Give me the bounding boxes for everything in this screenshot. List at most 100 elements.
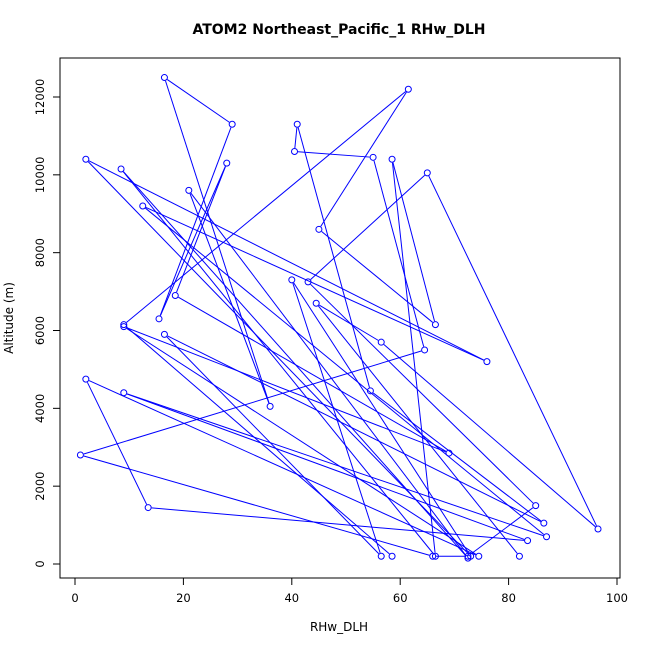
data-point xyxy=(377,338,385,346)
series-line xyxy=(83,79,597,557)
series-segment xyxy=(189,193,270,404)
data-point xyxy=(515,552,523,560)
data-point xyxy=(293,120,301,128)
y-axis-label: Altitude (m) xyxy=(2,282,16,354)
series-segment xyxy=(391,162,436,553)
y-tick-label: 4000 xyxy=(33,394,47,423)
y-tick-label: 0 xyxy=(33,560,47,567)
series-segment xyxy=(126,328,477,555)
data-point xyxy=(431,552,439,560)
series-segment xyxy=(126,327,446,453)
data-point xyxy=(228,120,236,128)
series-segment xyxy=(321,231,434,323)
series-segment xyxy=(320,91,407,227)
data-point xyxy=(423,169,431,177)
data-point xyxy=(155,315,163,323)
x-axis: 0 20 40 60 80 100 xyxy=(71,577,628,605)
y-tick-label: 6000 xyxy=(33,316,47,345)
data-point xyxy=(288,276,296,284)
data-point xyxy=(223,159,231,167)
series-segment xyxy=(126,91,406,323)
data-point xyxy=(120,323,128,331)
data-point xyxy=(117,165,125,173)
data-point xyxy=(185,186,193,194)
series-segment xyxy=(159,166,226,316)
data-point xyxy=(467,552,475,560)
y-tick-label: 12000 xyxy=(33,79,47,116)
data-point xyxy=(369,153,377,161)
data-point xyxy=(160,330,168,338)
x-tick-label: 80 xyxy=(501,591,516,605)
data-point xyxy=(388,552,396,560)
data-point xyxy=(266,402,274,410)
series-segment xyxy=(178,296,447,452)
series-segment xyxy=(470,507,534,555)
series-segment xyxy=(145,206,484,361)
data-point xyxy=(291,147,299,155)
x-tick-label: 40 xyxy=(284,591,299,605)
x-tick-label: 0 xyxy=(71,591,78,605)
series-segment xyxy=(159,127,232,316)
x-tick-label: 100 xyxy=(606,591,628,605)
series-segment xyxy=(310,283,534,504)
series-segment xyxy=(83,350,422,455)
data-point xyxy=(315,225,323,233)
y-tick-label: 2000 xyxy=(33,472,47,501)
series-segment xyxy=(126,393,544,537)
series-segment xyxy=(317,305,518,554)
data-point xyxy=(160,74,168,82)
series-segment xyxy=(297,127,370,388)
series-segment xyxy=(310,174,426,280)
data-point xyxy=(366,387,374,395)
series-segment xyxy=(87,161,469,555)
data-point xyxy=(76,451,84,459)
series-segment xyxy=(122,171,434,554)
series-segment xyxy=(293,282,470,554)
series-segment xyxy=(151,507,525,541)
data-point xyxy=(388,155,396,163)
data-point xyxy=(377,552,385,560)
data-point xyxy=(404,85,412,93)
data-point xyxy=(82,155,90,163)
series-segment xyxy=(83,455,430,556)
series-segment xyxy=(294,127,298,149)
series-segment xyxy=(428,175,597,527)
series-segment xyxy=(88,380,476,556)
y-tick-label: 10000 xyxy=(33,157,47,194)
data-point xyxy=(524,537,532,545)
data-point xyxy=(540,519,548,527)
x-axis-label: RHw_DLH xyxy=(310,620,368,634)
data-point xyxy=(594,525,602,533)
data-point xyxy=(532,502,540,510)
y-tick-label: 8000 xyxy=(33,238,47,267)
data-point xyxy=(464,552,472,560)
data-point xyxy=(543,533,551,541)
series-segment xyxy=(167,335,541,523)
series-segment xyxy=(373,160,425,347)
data-point xyxy=(139,202,147,210)
y-axis: 0 2000 4000 6000 8000 10000 12000 xyxy=(33,79,61,568)
series-points xyxy=(76,74,602,562)
series-segment xyxy=(372,392,542,522)
series-segment xyxy=(292,283,381,554)
series-segment xyxy=(176,166,226,293)
data-point xyxy=(431,321,439,329)
data-point xyxy=(475,552,483,560)
data-point xyxy=(312,299,320,307)
series-segment xyxy=(166,336,380,555)
series-segment xyxy=(392,162,436,322)
data-point xyxy=(421,346,429,354)
x-tick-label: 20 xyxy=(176,591,191,605)
data-point xyxy=(483,358,491,366)
series-segment xyxy=(165,80,270,404)
series-segment xyxy=(297,151,370,158)
data-point xyxy=(82,375,90,383)
x-tick-label: 60 xyxy=(393,591,408,605)
chart-title: ATOM2 Northeast_Pacific_1 RHw_DLH xyxy=(192,22,485,38)
data-point xyxy=(171,291,179,299)
data-point xyxy=(144,504,152,512)
series-segment xyxy=(190,192,467,556)
data-point xyxy=(445,449,453,457)
data-point xyxy=(120,389,128,397)
